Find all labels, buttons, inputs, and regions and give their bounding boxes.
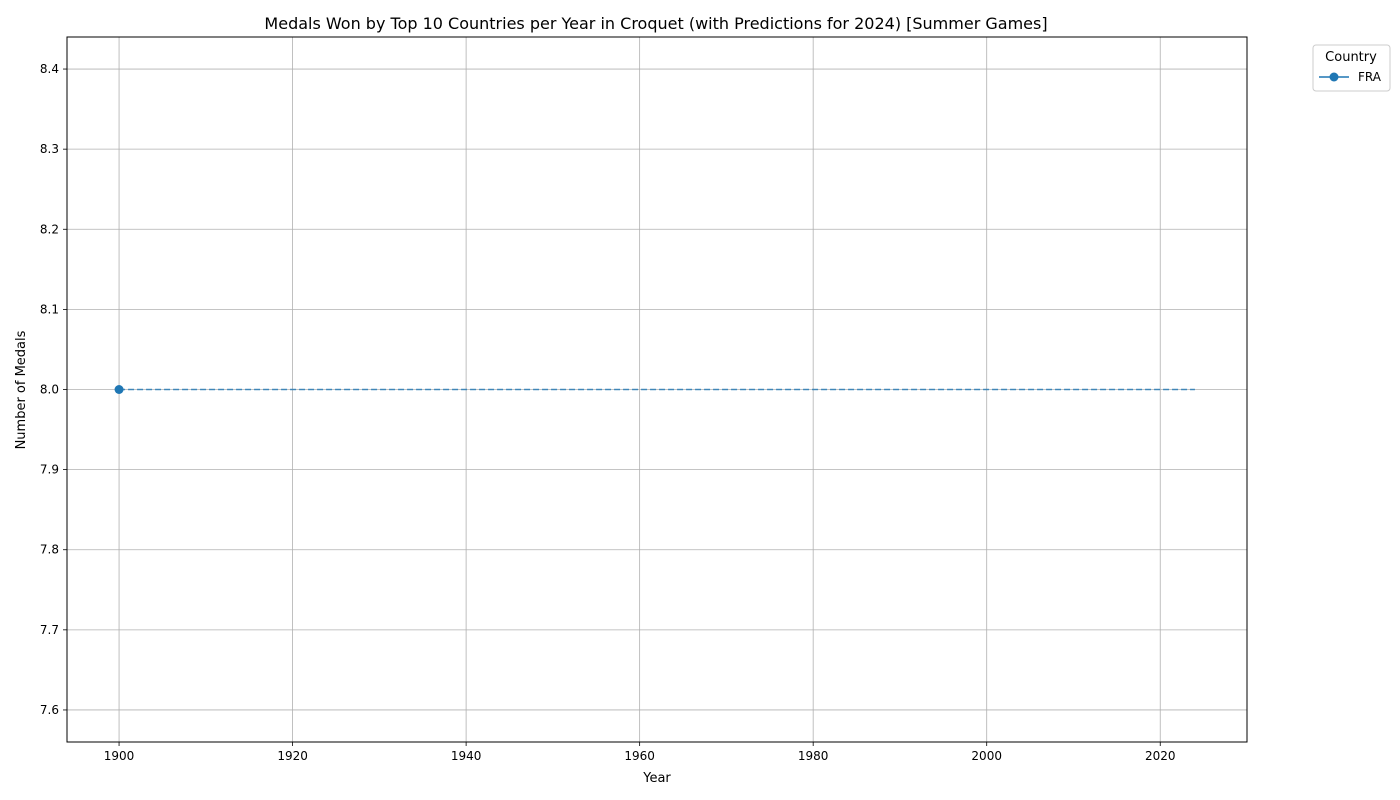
y-tick-label: 7.8 [40,543,59,557]
x-axis: 1900 1920 1940 1960 1980 2000 2020 [104,742,1176,763]
y-tick-label: 8.4 [40,62,59,76]
y-tick-label: 7.9 [40,463,59,477]
x-tick-label: 1940 [451,749,482,763]
x-axis-label: Year [642,771,671,786]
x-tick-label: 2000 [971,749,1002,763]
y-axis-label: Number of Medals [14,330,29,449]
legend-title: Country [1325,50,1377,65]
y-tick-label: 8.0 [40,383,59,397]
y-tick-label: 8.3 [40,142,59,156]
legend-label-fra: FRA [1358,70,1382,84]
x-tick-label: 1900 [104,749,135,763]
y-tick-label: 8.1 [40,302,59,316]
y-tick-label: 7.6 [40,703,59,717]
series-layer [114,385,1195,394]
y-axis: 7.6 7.7 7.8 7.9 8.0 8.1 8.2 8.3 8.4 [40,62,67,717]
legend-marker-fra [1329,72,1339,82]
x-tick-label: 1960 [624,749,655,763]
x-tick-label: 1980 [798,749,829,763]
x-tick-label: 2020 [1145,749,1176,763]
legend[interactable]: Country FRA [1312,44,1391,92]
chart-title: Medals Won by Top 10 Countries per Year … [264,14,1047,33]
y-tick-label: 7.7 [40,623,59,637]
y-tick-label: 8.2 [40,222,59,236]
x-tick-label: 1920 [277,749,308,763]
data-point-fra [114,385,124,394]
